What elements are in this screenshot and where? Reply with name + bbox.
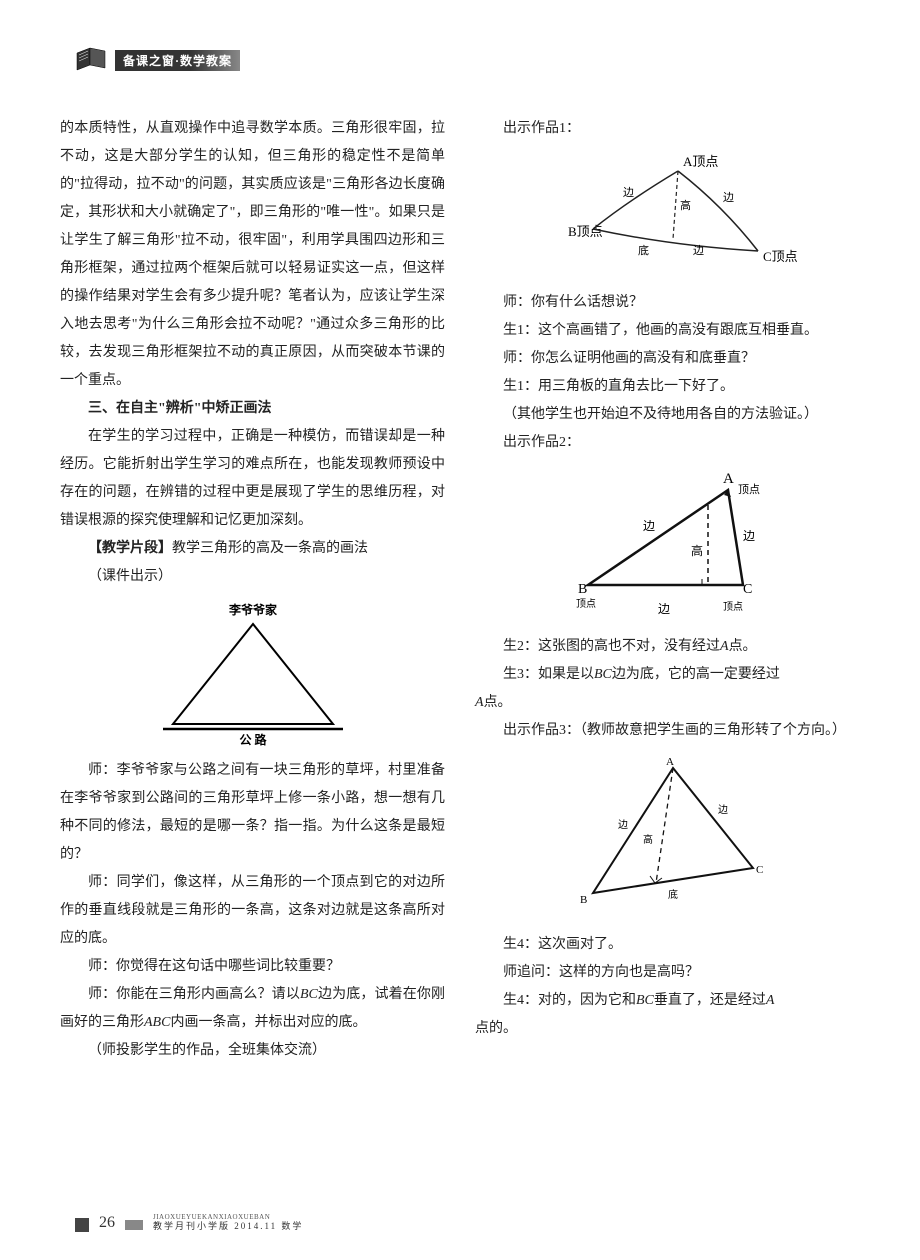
fig-label: B: [578, 582, 587, 597]
para: 师：你觉得在这句话中哪些词比较重要？: [60, 953, 445, 981]
fig-label: 底: [668, 888, 678, 901]
page-footer: 26 JIAOXUEYUEKANXIAOXUEBAN 教学月刊小学版 2014.…: [75, 1214, 303, 1232]
fig-label: 边: [743, 529, 755, 543]
badge-text: 备课之窗·数学教案: [115, 50, 240, 71]
segment-bold: 【教学片段】: [88, 541, 172, 556]
para: （课件出示）: [60, 563, 445, 591]
para: （其他学生也开始迫不及待地用各自的方法验证。）: [475, 401, 860, 429]
figure-work3: A B C 边 边 高 底: [475, 753, 860, 923]
var-a: A: [475, 695, 484, 710]
figure-work1: A顶点 B顶点 C顶点 边 边 高 底 边: [475, 151, 860, 281]
para: 师：李爷爷家与公路之间有一块三角形的草坪，村里准备在李爷爷家到公路间的三角形草坪…: [60, 757, 445, 869]
var-abc: ABC: [144, 1015, 170, 1030]
para: 师：同学们，像这样，从三角形的一个顶点到它的对边所作的垂直线段就是三角形的一条高…: [60, 869, 445, 953]
para: 在学生的学习过程中，正确是一种模仿，而错误却是一种经历。它能折射出学生学习的难点…: [60, 423, 445, 535]
fig-label: 高: [643, 833, 653, 846]
fig-label: A: [723, 471, 734, 487]
right-column: 出示作品1： A顶点 B顶点 C顶点 边 边 高 底 边 师：你有什么话想说？ …: [475, 115, 860, 1065]
para: （师投影学生的作品，全班集体交流）: [60, 1037, 445, 1065]
left-column: 的本质特性，从直观操作中追寻数学本质。三角形很牢固，拉不动，这是大部分学生的认知…: [60, 115, 445, 1065]
para: 生1：这个高画错了，他画的高没有跟底互相垂直。: [475, 317, 860, 345]
para: 生4：这次画对了。: [475, 931, 860, 959]
fig-label: A: [666, 756, 674, 768]
para: 出示作品3：（教师故意把学生画的三角形转了个方向。）: [475, 717, 860, 745]
fig-label: B: [580, 894, 587, 906]
fig-label: 高: [680, 198, 691, 212]
section-heading: 三、在自主"辨析"中矫正画法: [60, 395, 445, 423]
fig-label: 底: [638, 243, 649, 257]
segment: 垂直了，还是经过: [654, 993, 766, 1008]
segment: 教学三角形的高及一条高的画法: [172, 541, 368, 556]
para: 师：你怎么证明他画的高没有和底垂直？: [475, 345, 860, 373]
para: 师追问：这样的方向也是高吗？: [475, 959, 860, 987]
fig-label: 顶点: [723, 601, 743, 613]
footer-cn: 教学月刊小学版 2014.11 数学: [153, 1222, 303, 1232]
segment: 师：你能在三角形内画高么？请以: [88, 987, 300, 1002]
fig-label: C顶点: [763, 249, 798, 264]
fig-label: 公 路: [239, 732, 267, 747]
var-a: A: [766, 993, 775, 1008]
fig-label: 边: [693, 244, 704, 257]
book-icon: [75, 45, 110, 75]
segment: 生3：如果是以: [503, 667, 594, 682]
figure-triangle-road: 李爷爷家 公 路: [60, 599, 445, 749]
var-bc: BC: [636, 993, 654, 1008]
segment: 生2：这张图的高也不对，没有经过: [503, 639, 720, 654]
footer-bar-icon: [125, 1220, 143, 1230]
fig-label: 高: [691, 543, 703, 558]
segment: 边为底，它的高一定要经过: [612, 667, 780, 682]
para: 生4：对的，因为它和BC垂直了，还是经过A: [475, 987, 860, 1015]
fig-label: 边: [643, 519, 655, 533]
para: 师：你有什么话想说？: [475, 289, 860, 317]
header-badge: 备课之窗·数学教案: [75, 45, 240, 75]
fig-label: C: [756, 864, 763, 876]
para: 点的。: [475, 1015, 860, 1043]
para: 出示作品2：: [475, 429, 860, 457]
fig-label: 顶点: [576, 598, 596, 610]
fig-label: 边: [723, 191, 734, 204]
page-number: 26: [99, 1214, 115, 1232]
var-bc: BC: [300, 987, 318, 1002]
fig-label: A顶点: [683, 154, 718, 169]
para: 出示作品1：: [475, 115, 860, 143]
content-area: 的本质特性，从直观操作中追寻数学本质。三角形很牢固，拉不动，这是大部分学生的认知…: [60, 115, 860, 1065]
fig-label: 边: [623, 186, 634, 199]
footer-text: JIAOXUEYUEKANXIAOXUEBAN 教学月刊小学版 2014.11 …: [153, 1214, 303, 1232]
para: 生3：如果是以BC边为底，它的高一定要经过: [475, 661, 860, 689]
para: 【教学片段】教学三角形的高及一条高的画法: [60, 535, 445, 563]
segment: 点。: [729, 639, 757, 654]
segment: 内画一条高，并标出对应的底。: [170, 1015, 366, 1030]
footer-block-icon: [75, 1218, 89, 1232]
fig-label: 边: [618, 819, 628, 831]
para: 生2：这张图的高也不对，没有经过A点。: [475, 633, 860, 661]
para: A点。: [475, 689, 860, 717]
para: 生1：用三角板的直角去比一下好了。: [475, 373, 860, 401]
para: 的本质特性，从直观操作中追寻数学本质。三角形很牢固，拉不动，这是大部分学生的认知…: [60, 115, 445, 395]
fig-label: 边: [658, 602, 670, 616]
para: 师：你能在三角形内画高么？请以BC边为底，试着在你刚画好的三角形ABC内画一条高…: [60, 981, 445, 1037]
fig-label: 李爷爷家: [227, 602, 277, 617]
fig-label: 边: [718, 804, 728, 816]
fig-label: C: [743, 582, 752, 597]
var-bc: BC: [594, 667, 612, 682]
segment: 生4：对的，因为它和: [503, 993, 636, 1008]
segment: 点。: [484, 695, 512, 710]
fig-label: 顶点: [738, 483, 760, 496]
var-a: A: [720, 639, 729, 654]
figure-work2: A 顶点 B 顶点 C 顶点 边 边 高 边: [475, 465, 860, 625]
